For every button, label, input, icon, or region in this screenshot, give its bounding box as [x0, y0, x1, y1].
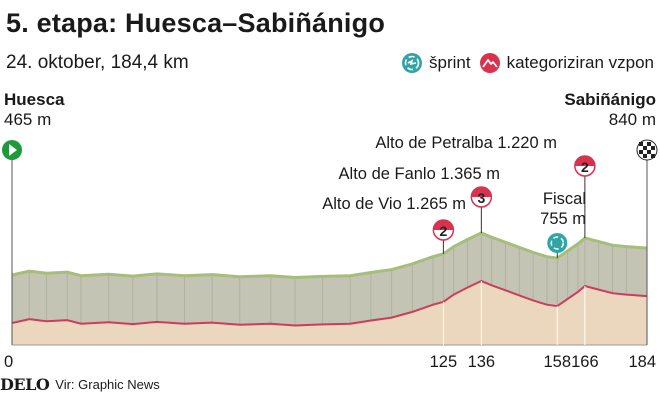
- checker-square: [651, 154, 655, 158]
- profile-line: [11, 279, 648, 327]
- start-label: Huesca 465 m: [4, 90, 64, 130]
- climb-label-fanlo: Alto de Fanlo 1.365 m: [339, 164, 500, 184]
- checker-square: [651, 146, 655, 150]
- checker-square: [647, 142, 651, 146]
- finish-label: Sabiñánigo 840 m: [564, 90, 656, 130]
- sprint-icon: [402, 53, 422, 73]
- legend-item-climb: kategoriziran vzpon: [479, 52, 654, 74]
- checker-square: [639, 150, 643, 154]
- x-tick-label: 166: [571, 353, 599, 371]
- climb-elevation: 1.220 m: [497, 134, 557, 152]
- climb-name: Alto de Vio: [322, 195, 402, 213]
- chart-subtitle: 24. oktober, 184,4 km: [6, 52, 189, 73]
- x-tick-label: 184: [628, 353, 656, 371]
- climb-label-vio: Alto de Vio 1.265 m: [322, 194, 466, 214]
- checker-square: [643, 154, 647, 158]
- profile-area: [12, 281, 647, 345]
- sprint-name: Fiscal: [542, 190, 586, 208]
- finish-elevation: 840 m: [608, 110, 656, 129]
- chart-title: 5. etapa: Huesca–Sabiñánigo: [6, 8, 386, 38]
- x-tick-label: 0: [4, 353, 13, 371]
- sprint-marker-ring: [550, 236, 565, 250]
- relief-top: [11, 231, 648, 280]
- legend-climb-label: kategoriziran vzpon: [506, 53, 654, 72]
- sprint-elevation: 755 m: [540, 210, 586, 228]
- checker-square: [643, 146, 647, 150]
- climb-name: Alto de Fanlo: [338, 165, 436, 183]
- checker-square: [647, 150, 651, 154]
- checker-square: [639, 142, 643, 146]
- sprint-marker-icon: [547, 233, 568, 253]
- start-name: Huesca: [4, 90, 65, 109]
- footer-source: Vir: Graphic News: [55, 376, 160, 392]
- legend: šprint kategoriziran vzpon: [401, 52, 654, 74]
- climb-category: 2: [439, 223, 447, 239]
- start-elevation: 465 m: [4, 110, 52, 129]
- climb-marker-cap: [471, 187, 492, 197]
- climb-category: 2: [581, 159, 589, 175]
- climb-name: Alto de Petralba: [375, 134, 493, 152]
- x-tick-label: 125: [430, 353, 458, 371]
- climb-elevation: 1.265 m: [406, 195, 466, 213]
- x-tick-label: 158: [544, 353, 572, 371]
- legend-sprint-label: šprint: [429, 53, 471, 72]
- climb-category: 3: [477, 190, 485, 206]
- footer-brand: DELO: [0, 374, 50, 394]
- x-tick-label: 136: [468, 353, 496, 371]
- climb-marker-cap: [433, 220, 454, 230]
- start-play-glyph: [9, 144, 17, 156]
- mountain-icon: [479, 53, 500, 73]
- footer: DELO Vir: Graphic News: [0, 373, 160, 395]
- climb-elevation: 1.365 m: [440, 165, 500, 183]
- climb-marker-cap: [574, 156, 595, 166]
- legend-item-sprint: šprint: [401, 52, 471, 74]
- finish-name: Sabiñánigo: [564, 90, 656, 109]
- climb-label-petralba: Alto de Petralba 1.220 m: [375, 133, 557, 153]
- relief-band: [12, 233, 647, 326]
- sprint-label-fiscal: Fiscal 755 m: [540, 189, 586, 229]
